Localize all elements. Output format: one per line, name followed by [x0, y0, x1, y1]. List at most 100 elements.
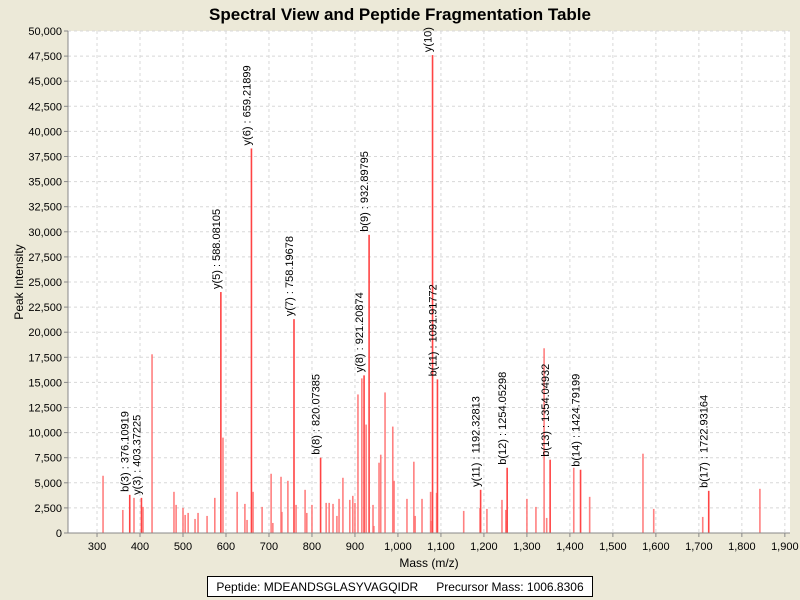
peak-bar [429, 491, 432, 533]
peak-bar [270, 473, 272, 533]
peak-bar [287, 480, 289, 533]
x-tick-label: 1,000 [384, 541, 412, 553]
peptide-info-box: Peptide: MDEANDSGLASYVAGQIDR Precursor M… [207, 576, 593, 597]
peak-bar [246, 519, 248, 533]
peak-annotation-label: b(14) : 1424.79199 [571, 374, 583, 467]
annotated-peak-bar [707, 490, 710, 533]
annotated-peak-bar [319, 457, 322, 533]
peak-bar [501, 499, 503, 533]
y-tick-label: 37,500 [28, 152, 62, 164]
peak-bar [414, 515, 416, 533]
peak-bar [462, 510, 465, 533]
peak-bar [142, 506, 144, 533]
peak-bar [413, 461, 415, 533]
peak-bar [406, 498, 408, 533]
peak-bar [173, 491, 175, 533]
y-axis-label: Peak Intensity [12, 244, 26, 319]
chart-title: Spectral View and Peptide Fragmentation … [209, 5, 591, 24]
peak-bar [151, 354, 153, 533]
x-tick-label: 1,300 [513, 541, 541, 553]
peak-annotation-label: y(11) : 1192.32813 [471, 396, 483, 487]
y-tick-label: 15,000 [28, 377, 62, 389]
y-tick-label: 47,500 [28, 51, 62, 63]
y-tick-label: 32,500 [28, 202, 62, 214]
peak-bar [122, 509, 124, 533]
y-tick-label: 22,500 [28, 302, 62, 314]
peak-annotation-label: b(12) : 1254.05298 [497, 372, 509, 465]
peak-bar [194, 518, 196, 533]
y-tick-label: 20,000 [28, 327, 62, 339]
peptide-label: Peptide: MDEANDSGLASYVAGQIDR [216, 579, 419, 594]
peak-bar [102, 475, 104, 533]
peak-bar [311, 504, 313, 533]
x-tick-label: 1,200 [470, 541, 498, 553]
peak-bar [206, 515, 208, 533]
y-tick-label: 25,000 [28, 277, 62, 289]
peak-bar [187, 512, 189, 533]
peak-annotation-label: b(3) : 376.10919 [120, 411, 132, 492]
y-tick-label: 5,000 [34, 478, 62, 490]
x-tick-label: 500 [174, 541, 192, 553]
peak-bar [372, 504, 374, 533]
y-tick-label: 45,000 [28, 76, 62, 88]
peak-annotation-label: y(10) [423, 27, 435, 52]
peak-bar [421, 498, 423, 533]
peak-bar [357, 394, 359, 533]
x-tick-label: 900 [346, 541, 364, 553]
y-tick-label: 50,000 [28, 26, 62, 38]
x-tick-label: 400 [131, 541, 149, 553]
peak-bar [244, 503, 246, 533]
annotated-peak-bar [220, 292, 222, 533]
peak-bar [182, 507, 184, 533]
peak-bar [222, 437, 224, 533]
peak-bar [261, 506, 263, 533]
peak-annotation-label: b(17) : 1722.93164 [699, 395, 711, 488]
y-tick-label: 27,500 [28, 252, 62, 264]
peak-bar [236, 491, 238, 533]
peak-bar [304, 489, 306, 533]
peak-bar [430, 520, 432, 533]
peak-bar [252, 491, 254, 533]
x-tick-label: 800 [303, 541, 321, 553]
peak-annotation-label: y(6) : 659.21899 [241, 65, 253, 145]
peak-bar [393, 480, 395, 533]
peak-bar [545, 517, 548, 533]
annotations: b(3) : 376.10919 y(3) : 403.37225 y(5) : 5… [120, 27, 711, 495]
peak-annotation-label: b(8) : 820.07385 [311, 374, 323, 455]
annotated-peak-bar [579, 469, 582, 533]
peak-bar [526, 498, 528, 533]
peaks [102, 55, 761, 533]
peak-bar [384, 392, 386, 533]
peak-bar [342, 477, 344, 533]
peak-bar [338, 498, 340, 533]
x-tick-label: 300 [88, 541, 106, 553]
peak-bar [332, 503, 334, 533]
annotated-peak-bar [436, 379, 439, 533]
peak-annotation-label: y(7) : 758.19678 [284, 236, 296, 316]
y-tick-label: 42,500 [28, 101, 62, 113]
y-tick-label: 17,500 [28, 352, 62, 364]
peak-bar [175, 504, 177, 533]
y-tick-label: 7,500 [34, 453, 62, 465]
peak-bar [133, 497, 135, 533]
peak-annotation-label: b(9) : 932.89795 [359, 151, 371, 232]
peak-bar [354, 502, 356, 533]
y-tick-label: 0 [56, 528, 62, 540]
x-tick-label: 1,900 [771, 541, 799, 553]
y-tick-label: 30,000 [28, 227, 62, 239]
peak-annotation-label: b(11) : 1091.91772 [427, 284, 439, 376]
peak-annotation-label: b(13) : 1354.04932 [540, 364, 552, 457]
y-tick-label: 2,500 [34, 503, 62, 515]
x-tick-label: 1,400 [556, 541, 584, 553]
annotated-peak-bar [293, 319, 295, 533]
x-axis-label: Mass (m/z) [399, 556, 458, 570]
peak-bar [642, 453, 644, 533]
peak-bar [365, 424, 367, 533]
annotated-peak-bar [549, 459, 551, 533]
peak-bar [280, 476, 282, 533]
peak-bar [272, 522, 274, 533]
peak-bar [759, 488, 761, 533]
peak-bar [214, 497, 216, 533]
y-tick-label: 40,000 [28, 126, 62, 138]
